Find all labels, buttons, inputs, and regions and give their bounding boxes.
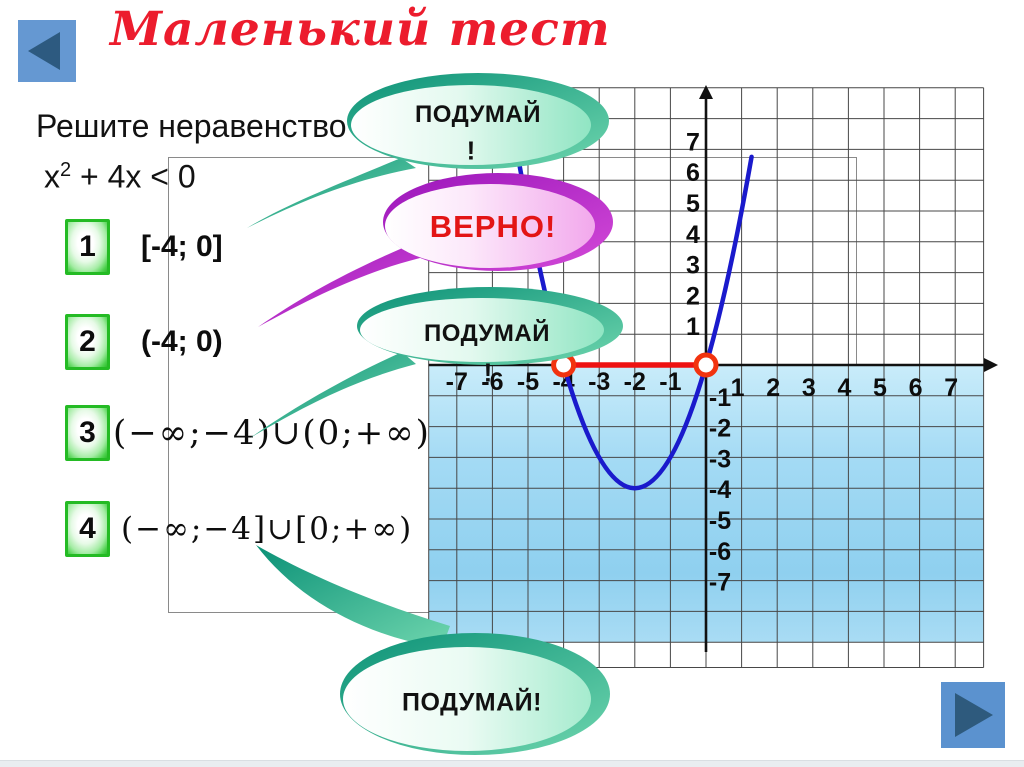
svg-text:4: 4 [686, 221, 700, 249]
option-4-answer: (−∞;−4]∪[0;+∞) [121, 511, 414, 547]
option-2-number: 2 [79, 325, 96, 358]
svg-text:-6: -6 [481, 368, 503, 396]
svg-text:-3: -3 [709, 445, 731, 473]
option-3-answer: (−∞;−4)∪(0;+∞) [113, 413, 431, 453]
back-button[interactable] [18, 20, 76, 82]
svg-text:6: 6 [909, 374, 923, 402]
svg-text:3: 3 [802, 374, 816, 402]
callout-ellipse-fill [343, 647, 591, 751]
svg-text:5: 5 [873, 374, 887, 402]
svg-text:-5: -5 [517, 368, 539, 396]
problem-line1: Решите неравенство [36, 108, 347, 144]
option-row-4: 4 (−∞;−4]∪[0;+∞) [65, 501, 413, 557]
callout-text: ВЕРНО! [429, 209, 557, 244]
svg-text:-4: -4 [709, 476, 731, 504]
callout-tail [250, 352, 416, 438]
svg-text:5: 5 [686, 190, 700, 218]
svg-text:1: 1 [686, 313, 700, 341]
svg-text:-2: -2 [624, 368, 646, 396]
callout-shape [250, 287, 623, 438]
svg-text:-1: -1 [659, 368, 681, 396]
svg-text:-7: -7 [709, 569, 731, 597]
option-4-button[interactable]: 4 [65, 501, 110, 557]
callout-ellipse-fill [351, 85, 591, 165]
svg-text:4: 4 [837, 374, 851, 402]
option-2-answer: (-4; 0) [141, 325, 223, 358]
option-2-button[interactable]: 2 [65, 314, 110, 370]
svg-text:-3: -3 [588, 368, 610, 396]
page-title: Маленький тест [110, 2, 611, 57]
option-1-button[interactable]: 1 [65, 219, 110, 275]
callout-tail [258, 244, 420, 327]
callout-tail [256, 545, 450, 648]
option-row-3: 3 (−∞;−4)∪(0;+∞) [65, 405, 431, 461]
svg-text:1: 1 [731, 374, 745, 402]
callout-exclamation: ! [466, 135, 476, 166]
callout-think-top: ПОДУМАЙ ! [238, 66, 628, 241]
callout-text: ПОДУМАЙ [415, 101, 541, 128]
svg-text:-7: -7 [446, 368, 468, 396]
svg-text:2: 2 [766, 374, 780, 402]
option-3-number: 3 [79, 416, 96, 449]
option-1-number: 1 [79, 230, 96, 263]
problem-expression: х2 + 4х < 0 [44, 158, 196, 195]
callout-text: ПОДУМАЙ [424, 320, 550, 347]
callout-text: ПОДУМАЙ! [402, 688, 542, 717]
callout-think-middle: ПОДУМАЙ ! [240, 280, 635, 460]
next-button[interactable] [941, 682, 1005, 748]
svg-text:2: 2 [686, 282, 700, 310]
svg-text:6: 6 [686, 159, 700, 187]
callout-tail [247, 158, 416, 228]
option-4-number: 4 [79, 512, 96, 545]
triangle-right-icon [955, 693, 993, 737]
callout-shape [247, 73, 609, 228]
callout-ellipse-fill [360, 298, 604, 362]
callout-shape [258, 173, 613, 327]
callout-think-bottom: ПОДУМАЙ! [250, 528, 620, 760]
svg-text:-1: -1 [709, 384, 731, 412]
callout-exclamation: ! [483, 357, 493, 388]
slide-bottom-edge [0, 760, 1024, 767]
option-row-2: 2 (-4; 0) [65, 314, 223, 370]
problem-statement: Решите неравенство х2 + 4х < 0 [36, 104, 347, 199]
svg-text:7: 7 [686, 128, 700, 156]
option-row-1: 1 [-4; 0] [65, 219, 223, 275]
callout-shape [256, 545, 610, 755]
callout-ellipse-fill [385, 184, 595, 268]
option-1-answer: [-4; 0] [141, 230, 223, 263]
callout-correct: ВЕРНО! [248, 166, 628, 341]
option-3-button[interactable]: 3 [65, 405, 110, 461]
svg-text:-6: -6 [709, 538, 731, 566]
svg-text:-5: -5 [709, 507, 731, 535]
svg-text:-2: -2 [709, 415, 731, 443]
svg-text:3: 3 [686, 252, 700, 280]
svg-text:7: 7 [944, 374, 958, 402]
triangle-left-icon [28, 32, 60, 70]
